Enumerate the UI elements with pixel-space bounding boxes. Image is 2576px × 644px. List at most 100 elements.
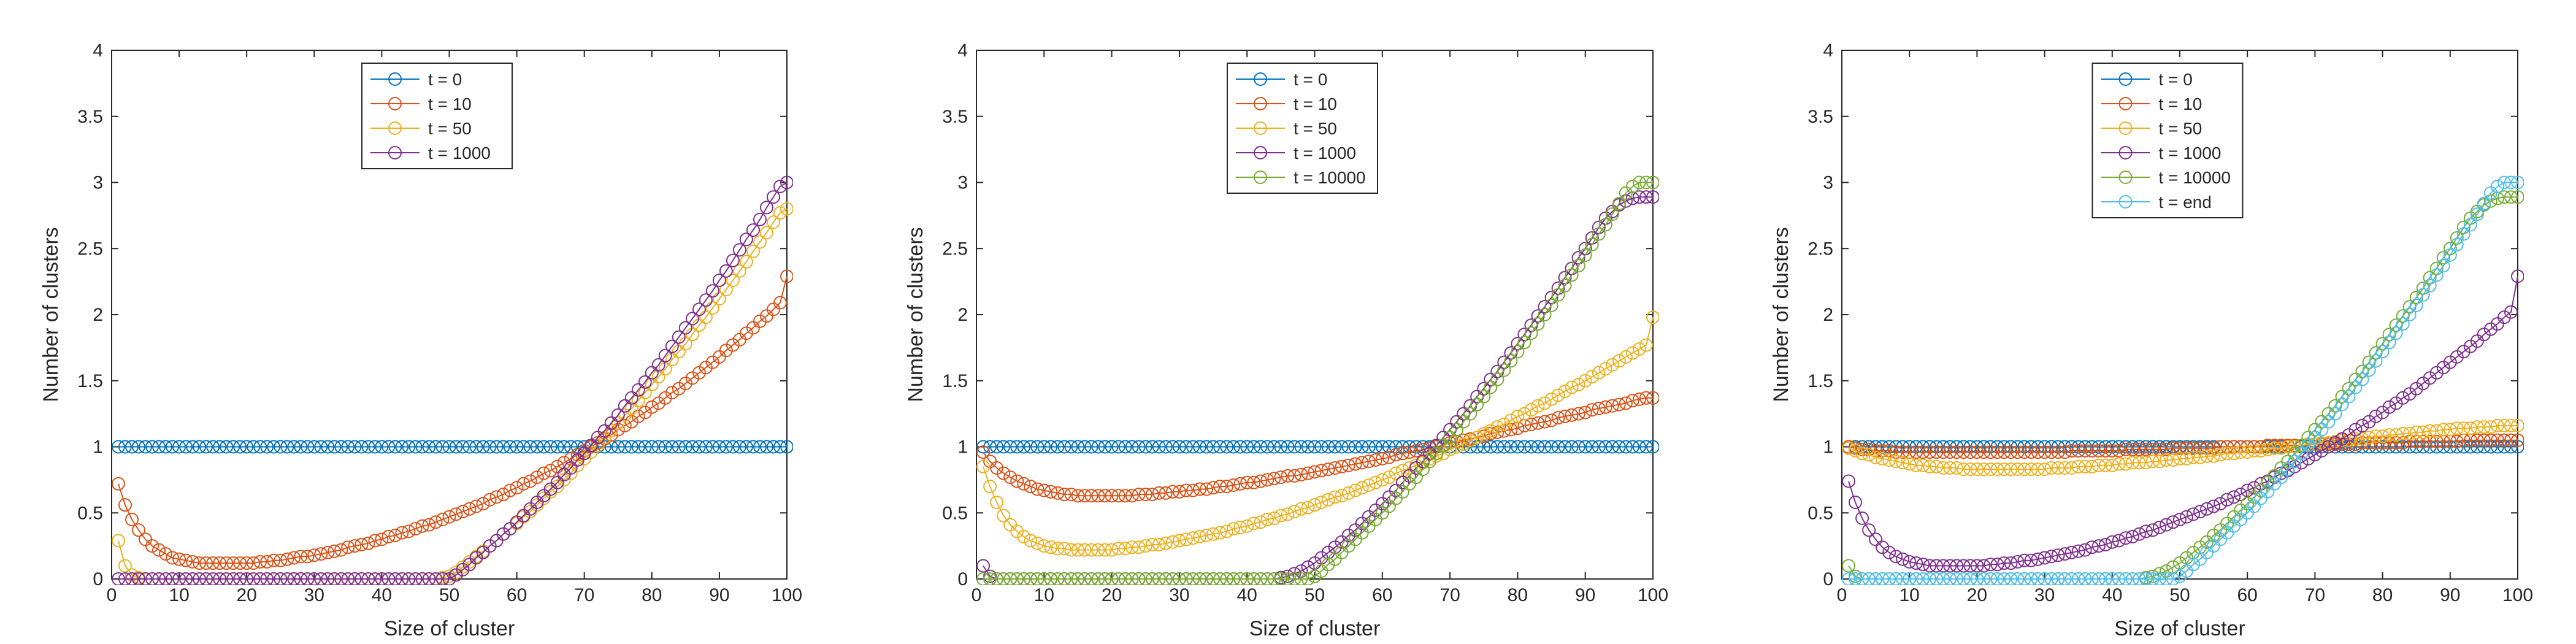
data-point bbox=[1064, 488, 1078, 502]
data-point bbox=[1003, 572, 1018, 585]
data-point bbox=[247, 572, 261, 585]
data-point bbox=[368, 534, 382, 548]
data-point bbox=[1504, 440, 1518, 454]
data-point bbox=[1247, 572, 1261, 585]
data-point bbox=[1869, 572, 1883, 585]
data-point bbox=[1869, 450, 1883, 464]
data-point bbox=[1206, 440, 1220, 454]
data-point bbox=[2342, 433, 2356, 447]
data-point bbox=[1889, 454, 1903, 469]
data-point bbox=[1132, 540, 1146, 554]
x-tick-label: 40 bbox=[2102, 585, 2122, 605]
data-point bbox=[145, 539, 159, 553]
data-point bbox=[1544, 440, 1558, 454]
data-point bbox=[2105, 572, 2119, 585]
data-point bbox=[1565, 440, 1579, 454]
data-point bbox=[1193, 530, 1206, 543]
data-point bbox=[767, 190, 780, 204]
data-point bbox=[2200, 441, 2214, 455]
data-point bbox=[1963, 445, 1977, 459]
data-point bbox=[469, 551, 483, 565]
data-point bbox=[1240, 475, 1254, 489]
data-point bbox=[1145, 538, 1159, 551]
data-point bbox=[2031, 440, 2045, 454]
data-point bbox=[1267, 472, 1281, 486]
data-point bbox=[2105, 535, 2119, 549]
data-point bbox=[618, 399, 632, 413]
x-axis-label: Size of cluster bbox=[384, 617, 515, 640]
data-point bbox=[624, 402, 638, 415]
data-point bbox=[712, 274, 726, 287]
data-point bbox=[2429, 424, 2444, 438]
data-point bbox=[2315, 444, 2329, 458]
data-point bbox=[1165, 440, 1179, 454]
x-tick-label: 40 bbox=[1237, 585, 1257, 605]
data-point bbox=[2436, 259, 2450, 273]
data-point bbox=[1098, 489, 1112, 503]
data-point bbox=[2139, 572, 2153, 585]
data-point bbox=[274, 553, 288, 567]
data-point bbox=[2064, 440, 2079, 454]
data-point bbox=[2011, 462, 2025, 477]
data-point bbox=[1862, 523, 1876, 537]
data-point bbox=[1936, 440, 1950, 454]
data-point bbox=[112, 572, 125, 585]
data-point bbox=[678, 321, 692, 335]
data-point bbox=[1314, 496, 1328, 509]
data-point bbox=[1930, 440, 1944, 454]
data-point bbox=[1308, 569, 1322, 583]
data-point bbox=[152, 572, 166, 585]
data-point bbox=[2389, 326, 2403, 340]
data-point bbox=[1524, 403, 1538, 417]
data-point bbox=[2463, 218, 2477, 232]
data-point bbox=[2375, 345, 2390, 359]
data-point bbox=[1037, 539, 1051, 553]
y-tick-label: 3.5 bbox=[942, 107, 968, 127]
data-point bbox=[1423, 454, 1436, 469]
data-point bbox=[1024, 440, 1038, 454]
series-t-10000 bbox=[976, 175, 1659, 585]
data-point bbox=[1538, 415, 1552, 429]
data-point bbox=[2051, 461, 2065, 475]
data-point bbox=[1565, 268, 1579, 282]
data-point bbox=[375, 572, 389, 585]
data-point bbox=[530, 470, 544, 485]
data-point bbox=[125, 513, 139, 526]
data-point bbox=[2044, 445, 2058, 459]
data-point bbox=[307, 548, 321, 562]
data-point bbox=[1646, 175, 1659, 190]
data-point bbox=[1497, 440, 1511, 454]
data-point bbox=[1003, 470, 1018, 485]
data-point bbox=[1220, 524, 1234, 539]
data-point bbox=[1098, 440, 1112, 454]
data-point bbox=[726, 274, 740, 287]
data-point bbox=[1551, 388, 1565, 402]
legend-entry: t = 50 bbox=[428, 119, 472, 138]
data-point bbox=[638, 375, 652, 389]
data-point bbox=[2463, 339, 2477, 353]
data-point bbox=[1639, 175, 1653, 190]
x-tick-label: 90 bbox=[2440, 585, 2460, 605]
data-point bbox=[159, 547, 173, 561]
data-point bbox=[2402, 427, 2417, 440]
data-point bbox=[1950, 572, 1964, 585]
data-point bbox=[2274, 441, 2288, 455]
data-point bbox=[1301, 466, 1315, 480]
data-point bbox=[618, 419, 632, 432]
data-point bbox=[2355, 436, 2369, 450]
data-point bbox=[1165, 572, 1179, 585]
data-point bbox=[1625, 346, 1639, 360]
data-point bbox=[1084, 489, 1098, 503]
data-point bbox=[753, 212, 767, 226]
data-point bbox=[2382, 400, 2396, 414]
data-point bbox=[159, 572, 173, 585]
data-point bbox=[2477, 197, 2491, 210]
data-point bbox=[1849, 496, 1862, 509]
y-axis-label: Number of clusters bbox=[1769, 227, 1793, 402]
legend-marker bbox=[2118, 97, 2133, 110]
data-point bbox=[1389, 466, 1403, 480]
data-point bbox=[1172, 440, 1186, 454]
data-point bbox=[1368, 453, 1382, 467]
data-point bbox=[1916, 558, 1930, 572]
